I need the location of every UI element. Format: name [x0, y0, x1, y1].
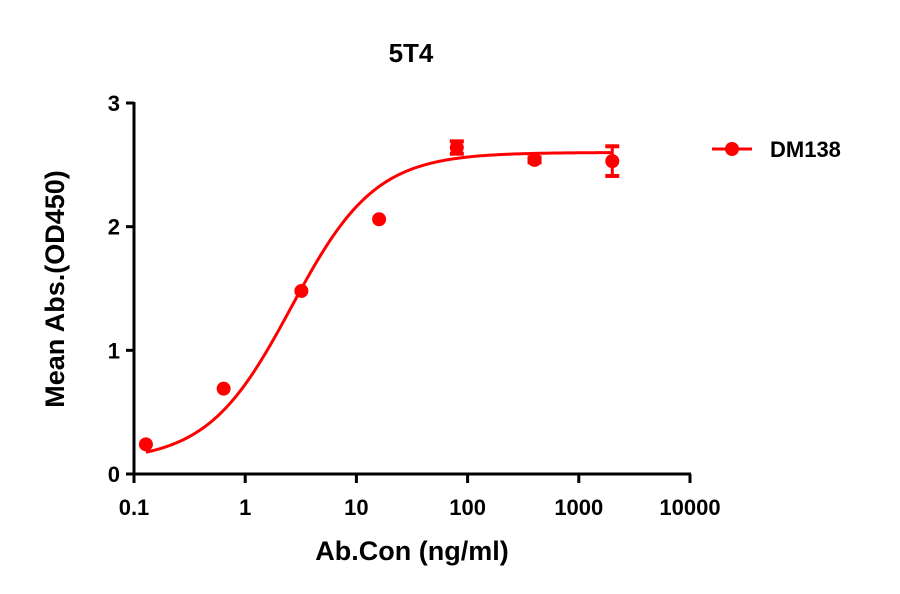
data-point: [372, 212, 387, 227]
legend-marker-icon: [725, 142, 739, 156]
data-point: [527, 152, 542, 167]
x-axis: 0.1 1 10 100 1000 10000: [119, 472, 721, 520]
data-point: [216, 381, 231, 396]
data-point: [138, 437, 153, 452]
x-tick-label: 100: [449, 495, 486, 520]
data-points: [138, 139, 620, 452]
y-tick-label: 3: [108, 91, 120, 116]
x-tick-label: 10: [344, 495, 368, 520]
chart-title: 5T4: [389, 38, 434, 68]
y-tick-label: 0: [108, 462, 120, 487]
y-axis: 0 1 2 3: [108, 91, 136, 487]
y-tick-label: 2: [108, 215, 120, 240]
y-tick-label: 1: [108, 338, 120, 363]
data-point: [605, 154, 620, 169]
legend-label: DM138: [770, 137, 841, 162]
x-tick-label: 1000: [554, 495, 603, 520]
fit-curve: [145, 151, 613, 454]
x-tick-label: 0.1: [119, 495, 150, 520]
x-tick-label: 10000: [659, 495, 720, 520]
x-axis-label: Ab.Con (ng/ml): [315, 536, 508, 566]
x-tick-label: 1: [239, 495, 251, 520]
data-point: [449, 140, 464, 155]
data-point: [294, 283, 309, 298]
legend: DM138: [712, 137, 841, 162]
y-axis-label: Mean Abs.(OD450): [40, 170, 70, 408]
